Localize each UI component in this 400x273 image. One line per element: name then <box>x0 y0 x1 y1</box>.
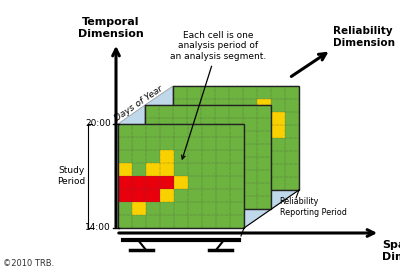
Polygon shape <box>118 124 244 228</box>
Text: Reliability
Dimension: Reliability Dimension <box>333 26 395 48</box>
Text: Reliability
Reporting Period: Reliability Reporting Period <box>280 197 346 217</box>
Text: Study
Period: Study Period <box>57 166 85 186</box>
Bar <box>146 189 160 202</box>
Bar <box>257 138 271 151</box>
Bar <box>229 125 243 138</box>
Polygon shape <box>118 209 271 228</box>
Text: Temporal
Dimension: Temporal Dimension <box>78 17 144 39</box>
Text: Spatial
Dimension: Spatial Dimension <box>382 240 400 262</box>
Polygon shape <box>145 190 299 209</box>
Bar <box>132 176 146 189</box>
Bar <box>187 131 201 144</box>
Bar <box>118 163 132 176</box>
Bar <box>257 112 271 125</box>
Text: 14:00: 14:00 <box>85 224 111 233</box>
Bar <box>215 157 229 170</box>
Bar <box>201 170 215 183</box>
Bar <box>243 125 257 138</box>
Bar <box>201 144 215 157</box>
Bar <box>187 144 201 157</box>
Bar <box>118 176 132 189</box>
Bar <box>132 202 146 215</box>
Bar <box>243 112 257 125</box>
Bar <box>160 150 174 163</box>
Bar <box>174 176 188 189</box>
Bar <box>243 138 257 151</box>
Bar <box>160 163 174 176</box>
Bar <box>271 112 285 125</box>
Text: ©2010 TRB.: ©2010 TRB. <box>3 259 54 268</box>
Polygon shape <box>173 86 299 190</box>
Text: Each cell is one
analysis period of
an analysis segment.: Each cell is one analysis period of an a… <box>170 31 266 159</box>
Bar <box>271 125 285 138</box>
Bar <box>132 189 146 202</box>
Polygon shape <box>145 105 271 209</box>
Bar <box>173 144 187 157</box>
Polygon shape <box>145 86 173 209</box>
Bar <box>146 163 160 176</box>
Bar <box>257 99 271 112</box>
Bar <box>118 189 132 202</box>
Text: 20:00: 20:00 <box>85 120 111 129</box>
Text: Days of Year: Days of Year <box>113 84 165 123</box>
Bar <box>187 157 201 170</box>
Bar <box>146 176 160 189</box>
Bar <box>257 125 271 138</box>
Bar <box>173 131 187 144</box>
Bar <box>160 176 174 189</box>
Polygon shape <box>118 105 145 228</box>
Bar <box>160 189 174 202</box>
Polygon shape <box>244 194 299 242</box>
Bar <box>201 157 215 170</box>
